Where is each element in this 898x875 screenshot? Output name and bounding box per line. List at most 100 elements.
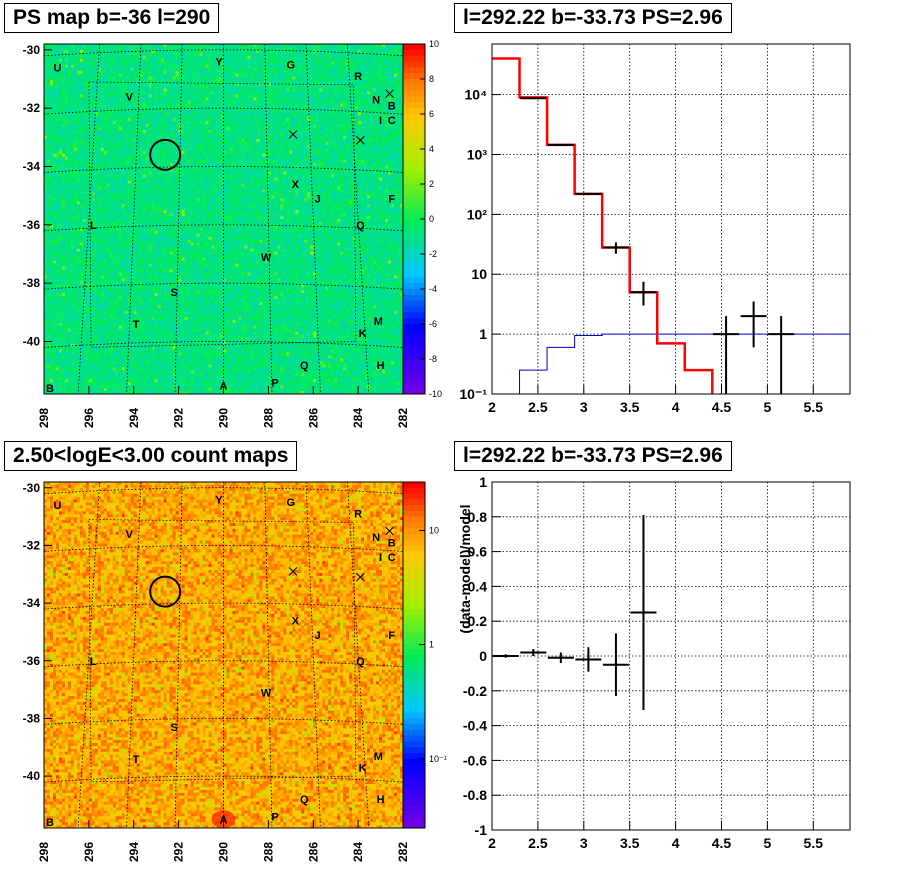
colorbar-step	[403, 376, 425, 383]
colorbar-step	[403, 219, 425, 226]
colorbar-tick-label: 10	[429, 525, 439, 535]
colorbar-tick-label: 8	[429, 74, 434, 84]
colorbar-step	[403, 96, 425, 103]
y-axis: -30 -32 -34 -36 -38 -40	[23, 481, 52, 783]
colorbar-step	[403, 741, 425, 748]
x-tick-label: 5	[763, 835, 771, 851]
source-label: G	[287, 59, 296, 71]
colorbar-step	[403, 516, 425, 523]
y-tick-label: -0.4	[463, 718, 487, 734]
colorbar-tick-label: 0	[429, 214, 434, 224]
y-tick-label: 1	[479, 474, 487, 490]
colorbar-step	[403, 213, 425, 220]
colorbar-step	[403, 718, 425, 725]
colorbar-step	[403, 236, 425, 243]
colorbar-tick-label: -6	[429, 319, 437, 329]
y-tick-label: 10²	[467, 206, 488, 222]
plot-frame	[491, 43, 851, 395]
x-tick-label: 294	[127, 408, 141, 428]
source-label: N	[372, 94, 380, 106]
colorbar-step	[403, 329, 425, 337]
colorbar-step	[403, 487, 425, 495]
y-tick-label: -30	[23, 481, 41, 495]
ratio-panel: 2 2.5 3 3.5 4 4.5 5 5.5 1 0.8 0.6 0.4 0.2 0 -0.2 -0.4 -0…	[457, 474, 851, 851]
colorbar-step	[403, 160, 425, 167]
colorbar-step	[403, 505, 425, 512]
cross-marker	[385, 89, 394, 98]
source-label: T	[133, 754, 140, 766]
data-point	[547, 652, 574, 663]
coordinate-grid	[43, 43, 404, 395]
coordinate-grid	[43, 481, 404, 829]
source-label: G	[287, 497, 296, 509]
source-label: C	[388, 552, 396, 564]
x-tick-label: 3.5	[620, 835, 640, 851]
cross-marker	[356, 135, 365, 145]
data-point	[602, 242, 629, 254]
colorbar-tick-label: 1	[429, 640, 434, 650]
x-axis: 2 2.5 3 3.5 4 4.5 5 5.5	[488, 821, 823, 851]
cross-marker	[288, 130, 298, 139]
data-point	[740, 301, 767, 348]
colorbar-step	[403, 568, 425, 575]
colorbar-step	[403, 73, 425, 80]
colorbar-step	[403, 591, 425, 598]
x-axis: 298 296 294 292 290 288 286 284 282	[37, 820, 410, 862]
source-label: F	[388, 630, 395, 642]
y-tick-label: -34	[23, 160, 41, 174]
colorbar-step	[403, 695, 425, 702]
colorbar-step	[403, 747, 425, 754]
data-points	[520, 97, 795, 394]
colorbar-step	[403, 277, 425, 284]
x-tick-label: 298	[37, 842, 51, 862]
colorbar-step	[403, 230, 425, 237]
colorbar-step	[403, 701, 425, 708]
y-tick-label: -36	[23, 218, 41, 232]
x-tick-label: 284	[351, 408, 365, 428]
source-label: V	[126, 92, 134, 104]
colorbar-step	[403, 370, 425, 377]
grid-line	[264, 481, 273, 829]
colorbar-step	[403, 678, 425, 685]
colorbar-step	[403, 804, 425, 812]
source-label: V	[126, 529, 134, 541]
grid-line	[43, 602, 404, 610]
colorbar-step	[403, 655, 425, 662]
colorbar-step	[403, 312, 425, 319]
colorbar-step	[403, 637, 425, 644]
source-label: Q	[300, 360, 309, 372]
cross-marker	[356, 572, 365, 582]
data-point	[713, 316, 740, 394]
y-tick-label: 10	[471, 266, 487, 282]
y-tick-label: 0.6	[468, 544, 488, 560]
y-tick-label: 0.8	[468, 509, 488, 525]
colorbar-tick-label: 2	[429, 179, 434, 189]
source-label: Q	[356, 656, 365, 668]
source-label: W	[261, 687, 272, 699]
colorbar-step	[403, 324, 425, 331]
y-axis: 1 0.8 0.6 0.4 0.2 0 -0.2 -0.4 -0.6 -0.8 -1	[463, 474, 501, 838]
y-tick-label: 1	[479, 326, 487, 342]
data-points	[492, 515, 657, 710]
colorbar-step	[403, 574, 425, 581]
colorbar-step	[403, 178, 425, 185]
colorbar-step	[403, 184, 425, 191]
x-tick-label: 296	[82, 408, 96, 428]
source-label: B	[388, 100, 396, 112]
y-tick-label: 10⁻¹	[459, 386, 487, 402]
colorbar-step	[403, 254, 425, 261]
x-tick-label: 288	[261, 842, 275, 862]
colorbar-step	[403, 724, 425, 731]
source-label: N	[372, 532, 380, 544]
y-tick-label: -36	[23, 654, 41, 668]
colorbar-step	[403, 114, 425, 121]
y-tick-label: 10³	[467, 146, 488, 162]
grid-line	[174, 481, 183, 829]
x-tick-label: 292	[172, 408, 186, 428]
colorbar-step	[403, 729, 425, 737]
grid-line	[43, 49, 404, 57]
source-label: P	[271, 377, 278, 389]
colorbar-step	[403, 67, 425, 74]
grid-line	[43, 718, 404, 725]
y-tick-label: -0.6	[463, 752, 487, 768]
